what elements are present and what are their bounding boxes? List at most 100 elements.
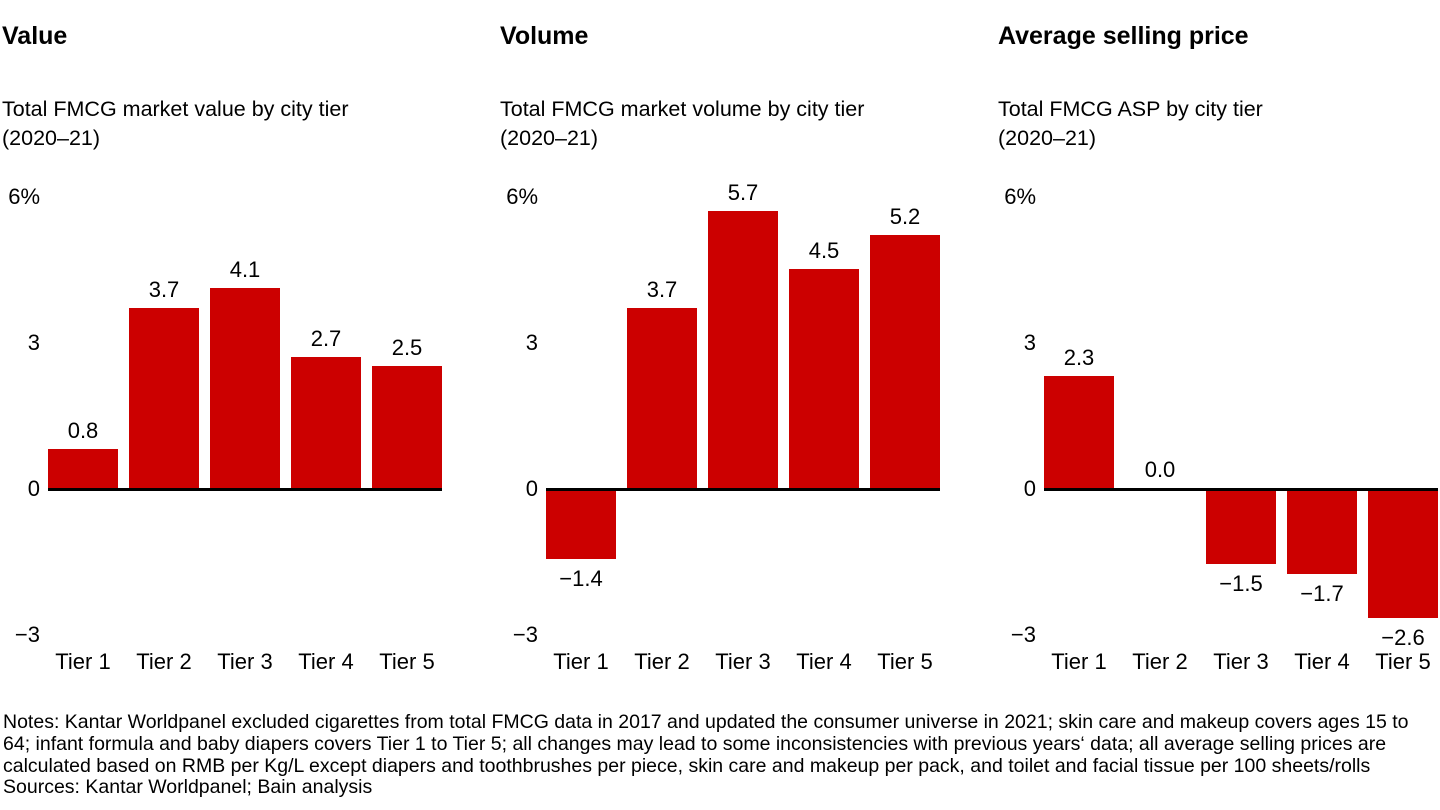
chart-subtitle: Total FMCG ASP by city tier (2020–21) xyxy=(998,95,1263,153)
x-tick-label: Tier 3 xyxy=(1213,649,1269,674)
y-tick-label: 3 xyxy=(27,330,40,355)
bar-slot: 0.8 xyxy=(48,197,118,635)
bar-value-label: −1.5 xyxy=(1219,571,1263,596)
plot-area: 0.8 3.7 4.1 2.7 2.5 xyxy=(48,197,442,635)
y-tick-label: 6% xyxy=(8,184,40,209)
footnotes: Notes: Kantar Worldpanel excluded cigare… xyxy=(3,711,1437,799)
y-tick-label: 3 xyxy=(1023,330,1036,355)
bar-value-label: 2.5 xyxy=(391,335,423,361)
bar-slot: −2.6 xyxy=(1368,197,1438,650)
x-tick-label: Tier 2 xyxy=(136,649,192,674)
chart-volume: Volume Total FMCG market volume by city … xyxy=(500,0,942,700)
bar-slot: 4.5 xyxy=(789,197,859,635)
chart-subtitle-line2: (2020–21) xyxy=(2,126,101,150)
bar-value-label: 4.5 xyxy=(808,238,840,263)
y-tick-label: 0 xyxy=(27,476,40,501)
bar-slot: −1.7 xyxy=(1287,197,1357,635)
bar-slot: 3.7 xyxy=(129,197,199,635)
bar xyxy=(546,491,616,560)
x-labels: Tier 1 Tier 2 Tier 3 Tier 4 Tier 5 xyxy=(1044,649,1438,675)
notes-text: Notes: Kantar Worldpanel excluded cigare… xyxy=(3,711,1409,777)
bar-slot: 3.7 xyxy=(627,197,697,635)
y-tick-label: −3 xyxy=(14,622,40,647)
bar xyxy=(627,307,697,488)
bar-slot: 2.5 xyxy=(372,197,442,635)
zero-line xyxy=(48,488,442,491)
bar-value-label: 2.7 xyxy=(310,325,342,351)
x-labels: Tier 1 Tier 2 Tier 3 Tier 4 Tier 5 xyxy=(48,649,442,675)
bar-value-label: 4.1 xyxy=(229,257,261,283)
bar xyxy=(1287,491,1357,574)
bar-slot: 5.2 xyxy=(870,197,940,635)
bar-value-label: 0.8 xyxy=(67,418,99,444)
bar-slot: −1.5 xyxy=(1206,197,1276,635)
bar-value-label: 5.7 xyxy=(727,179,759,205)
y-tick-label: 3 xyxy=(525,330,538,355)
y-tick-label: 0 xyxy=(525,476,538,501)
y-axis: 6% 3 0 −3 xyxy=(500,184,538,647)
chart-subtitle: Total FMCG market value by city tier (20… xyxy=(2,95,348,153)
x-tick-label: Tier 1 xyxy=(1051,649,1107,674)
bar-slot: 4.1 xyxy=(210,197,280,635)
chart-title: Value xyxy=(2,21,68,50)
x-tick-label: Tier 2 xyxy=(634,649,690,674)
chart-subtitle-line1: Total FMCG market value by city tier xyxy=(2,97,349,121)
bar-value-label: −1.7 xyxy=(1300,580,1344,606)
bar-value-label: 0.0 xyxy=(1144,457,1176,482)
x-labels: Tier 1 Tier 2 Tier 3 Tier 4 Tier 5 xyxy=(546,649,940,675)
bar xyxy=(1044,376,1114,488)
x-tick-label: Tier 5 xyxy=(877,649,933,674)
chart-subtitle: Total FMCG market volume by city tier (2… xyxy=(500,95,864,153)
x-tick-label: Tier 5 xyxy=(379,649,435,674)
bar xyxy=(708,210,778,488)
y-tick-label: 6% xyxy=(506,184,538,209)
bar-slot: 5.7 xyxy=(708,180,778,635)
x-tick-label: Tier 2 xyxy=(1132,649,1188,674)
bar xyxy=(291,356,361,488)
chart-subtitle-line2: (2020–21) xyxy=(500,126,599,150)
bar-value-label: 3.7 xyxy=(148,276,180,302)
bar xyxy=(1206,491,1276,564)
bar xyxy=(870,234,940,488)
x-tick-label: Tier 1 xyxy=(55,649,111,674)
x-tick-label: Tier 4 xyxy=(796,649,852,674)
bars: −1.4 3.7 5.7 4.5 5.2 xyxy=(546,180,940,635)
bar-value-label: −2.6 xyxy=(1381,624,1425,650)
chart-subtitle-line1: Total FMCG ASP by city tier xyxy=(998,97,1263,121)
y-tick-label: −3 xyxy=(1010,622,1036,647)
bar-slot: −1.4 xyxy=(546,197,616,635)
chart-average-selling-price: Average selling price Total FMCG ASP by … xyxy=(998,0,1440,700)
chart-title: Volume xyxy=(500,21,589,50)
bars: 2.3 0.0 −1.5 −1.7 −2.6 xyxy=(1044,197,1438,650)
bar-value-label: 5.2 xyxy=(889,203,921,229)
bar xyxy=(789,269,859,488)
x-tick-label: Tier 5 xyxy=(1375,649,1431,674)
sources-text: Sources: Kantar Worldpanel; Bain analysi… xyxy=(3,776,373,799)
y-tick-label: −3 xyxy=(512,622,538,647)
x-tick-label: Tier 4 xyxy=(1294,649,1350,674)
x-tick-label: Tier 3 xyxy=(217,649,273,674)
y-axis: 6% 3 0 −3 xyxy=(998,184,1036,647)
bar-value-label: 2.3 xyxy=(1063,345,1095,371)
bar xyxy=(1368,491,1438,618)
zero-line xyxy=(1044,488,1438,491)
bar-slot: 0.0 xyxy=(1125,197,1195,635)
bar-slot: 2.3 xyxy=(1044,197,1114,635)
bar-value-label: 3.7 xyxy=(646,276,678,302)
bar xyxy=(129,307,199,488)
bar xyxy=(372,366,442,488)
bar-value-label: −1.4 xyxy=(559,566,603,592)
x-tick-label: Tier 3 xyxy=(715,649,771,674)
chart-subtitle-line2: (2020–21) xyxy=(998,126,1097,150)
y-tick-label: 0 xyxy=(1023,476,1036,501)
x-tick-label: Tier 1 xyxy=(553,649,609,674)
plot-area: −1.4 3.7 5.7 4.5 5.2 xyxy=(546,180,940,635)
y-tick-label: 6% xyxy=(1004,184,1036,209)
y-axis: 6% 3 0 −3 xyxy=(2,184,40,647)
bars: 0.8 3.7 4.1 2.7 2.5 xyxy=(48,197,442,635)
plot-area: 2.3 0.0 −1.5 −1.7 −2.6 xyxy=(1044,197,1438,650)
bar-slot: 2.7 xyxy=(291,197,361,635)
zero-line xyxy=(546,488,940,491)
bar xyxy=(48,449,118,488)
